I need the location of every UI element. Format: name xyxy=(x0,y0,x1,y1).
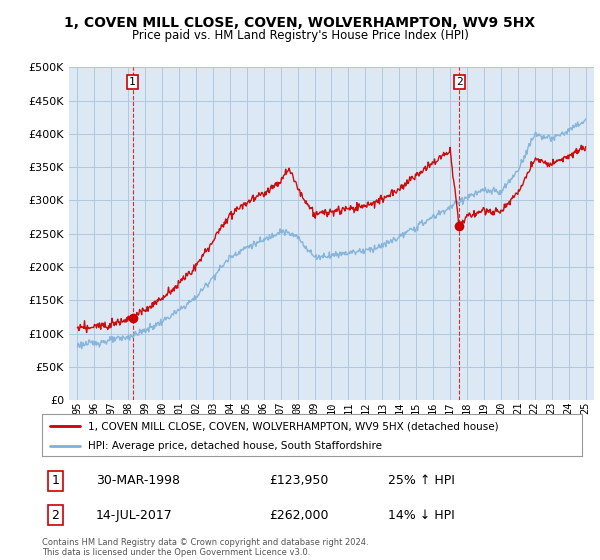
Text: 14% ↓ HPI: 14% ↓ HPI xyxy=(388,508,454,521)
Text: 1, COVEN MILL CLOSE, COVEN, WOLVERHAMPTON, WV9 5HX (detached house): 1, COVEN MILL CLOSE, COVEN, WOLVERHAMPTO… xyxy=(88,421,499,431)
Text: 30-MAR-1998: 30-MAR-1998 xyxy=(96,474,180,487)
Text: 1: 1 xyxy=(52,474,59,487)
Text: HPI: Average price, detached house, South Staffordshire: HPI: Average price, detached house, Sout… xyxy=(88,441,382,451)
Text: 2: 2 xyxy=(456,77,463,87)
Text: 1: 1 xyxy=(129,77,136,87)
Text: 1, COVEN MILL CLOSE, COVEN, WOLVERHAMPTON, WV9 5HX: 1, COVEN MILL CLOSE, COVEN, WOLVERHAMPTO… xyxy=(64,16,536,30)
Text: £123,950: £123,950 xyxy=(269,474,328,487)
Text: 25% ↑ HPI: 25% ↑ HPI xyxy=(388,474,454,487)
Text: 2: 2 xyxy=(52,508,59,521)
Text: Price paid vs. HM Land Registry's House Price Index (HPI): Price paid vs. HM Land Registry's House … xyxy=(131,29,469,42)
Text: Contains HM Land Registry data © Crown copyright and database right 2024.
This d: Contains HM Land Registry data © Crown c… xyxy=(42,538,368,557)
Text: 14-JUL-2017: 14-JUL-2017 xyxy=(96,508,173,521)
Text: £262,000: £262,000 xyxy=(269,508,328,521)
